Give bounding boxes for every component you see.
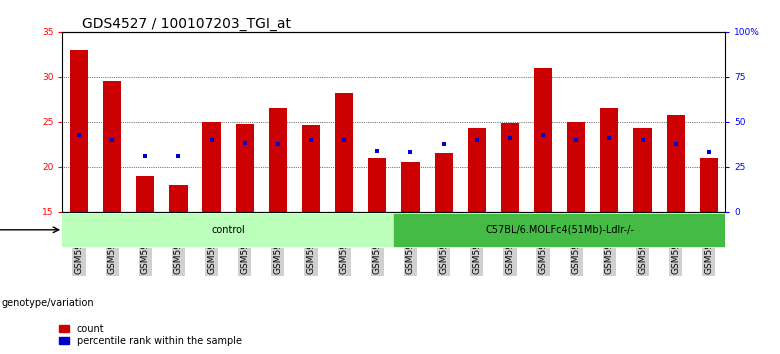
Text: C57BL/6.MOLFc4(51Mb)-Ldlr-/-: C57BL/6.MOLFc4(51Mb)-Ldlr-/- bbox=[485, 225, 634, 235]
Bar bbox=[394, 213, 725, 246]
Bar bbox=[203, 122, 221, 212]
Bar bbox=[402, 162, 420, 212]
Bar bbox=[368, 158, 386, 212]
Text: control: control bbox=[211, 225, 245, 235]
Bar bbox=[567, 122, 585, 212]
Bar bbox=[534, 68, 552, 212]
Bar bbox=[501, 123, 519, 212]
Bar bbox=[700, 158, 718, 212]
Text: GDS4527 / 100107203_TGI_at: GDS4527 / 100107203_TGI_at bbox=[83, 17, 291, 31]
Bar bbox=[633, 128, 651, 212]
Bar bbox=[434, 153, 452, 212]
Bar bbox=[302, 125, 320, 212]
Bar bbox=[601, 108, 619, 212]
Bar bbox=[70, 50, 88, 212]
Bar bbox=[236, 124, 254, 212]
Legend: count, percentile rank within the sample: count, percentile rank within the sample bbox=[59, 324, 242, 346]
Text: genotype/variation: genotype/variation bbox=[2, 298, 94, 308]
Bar bbox=[667, 115, 685, 212]
Bar bbox=[468, 128, 486, 212]
Bar bbox=[269, 108, 287, 212]
Bar bbox=[62, 213, 394, 246]
Bar bbox=[335, 93, 353, 212]
Bar bbox=[103, 81, 121, 212]
Bar bbox=[169, 185, 187, 212]
Bar bbox=[136, 176, 154, 212]
